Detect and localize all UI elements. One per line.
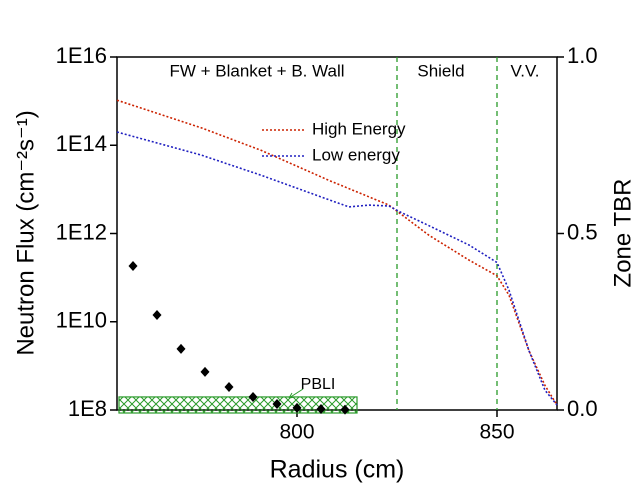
tbr-point: [340, 404, 350, 415]
y-axis-title: Neutron Flux (cm⁻²s⁻¹): [12, 110, 39, 355]
tbr-point: [316, 403, 326, 414]
band-arrow: [288, 388, 304, 399]
tbr-point: [292, 402, 302, 413]
y-tick-label: 1E10: [56, 308, 107, 333]
y-tick-label: 1E16: [56, 43, 107, 68]
region-label: Shield: [417, 61, 464, 80]
legend-label: Low energy: [312, 145, 400, 164]
y2-tick-label: 0.5: [567, 219, 598, 244]
region-label: FW + Blanket + B. Wall: [169, 61, 344, 80]
tbr-point: [224, 382, 234, 393]
y-tick-label: 1E8: [68, 396, 107, 421]
flux-line: [116, 99, 558, 406]
legend-label: High Energy: [312, 119, 406, 138]
flux-line: [116, 131, 558, 406]
region-label: V.V.: [510, 61, 539, 80]
tbr-point: [176, 343, 186, 354]
x-tick-label: 800: [279, 421, 314, 444]
tbr-point: [152, 310, 162, 321]
x-axis-title: Radius (cm): [270, 456, 405, 484]
band-label: PBLI: [301, 376, 336, 393]
tbr-point: [128, 260, 138, 271]
y2-axis-title: Zone TBR: [609, 179, 636, 288]
tbr-point: [272, 398, 282, 409]
plot-frame: [116, 56, 558, 411]
y-tick-label: 1E14: [56, 131, 107, 156]
y2-tick-label: 0.0: [567, 396, 598, 421]
y-tick-label: 1E12: [56, 219, 107, 244]
x-tick-label: 850: [479, 421, 514, 444]
tbr-point: [248, 391, 258, 402]
y2-tick-label: 1.0: [567, 43, 598, 68]
tbr-point: [200, 366, 210, 377]
